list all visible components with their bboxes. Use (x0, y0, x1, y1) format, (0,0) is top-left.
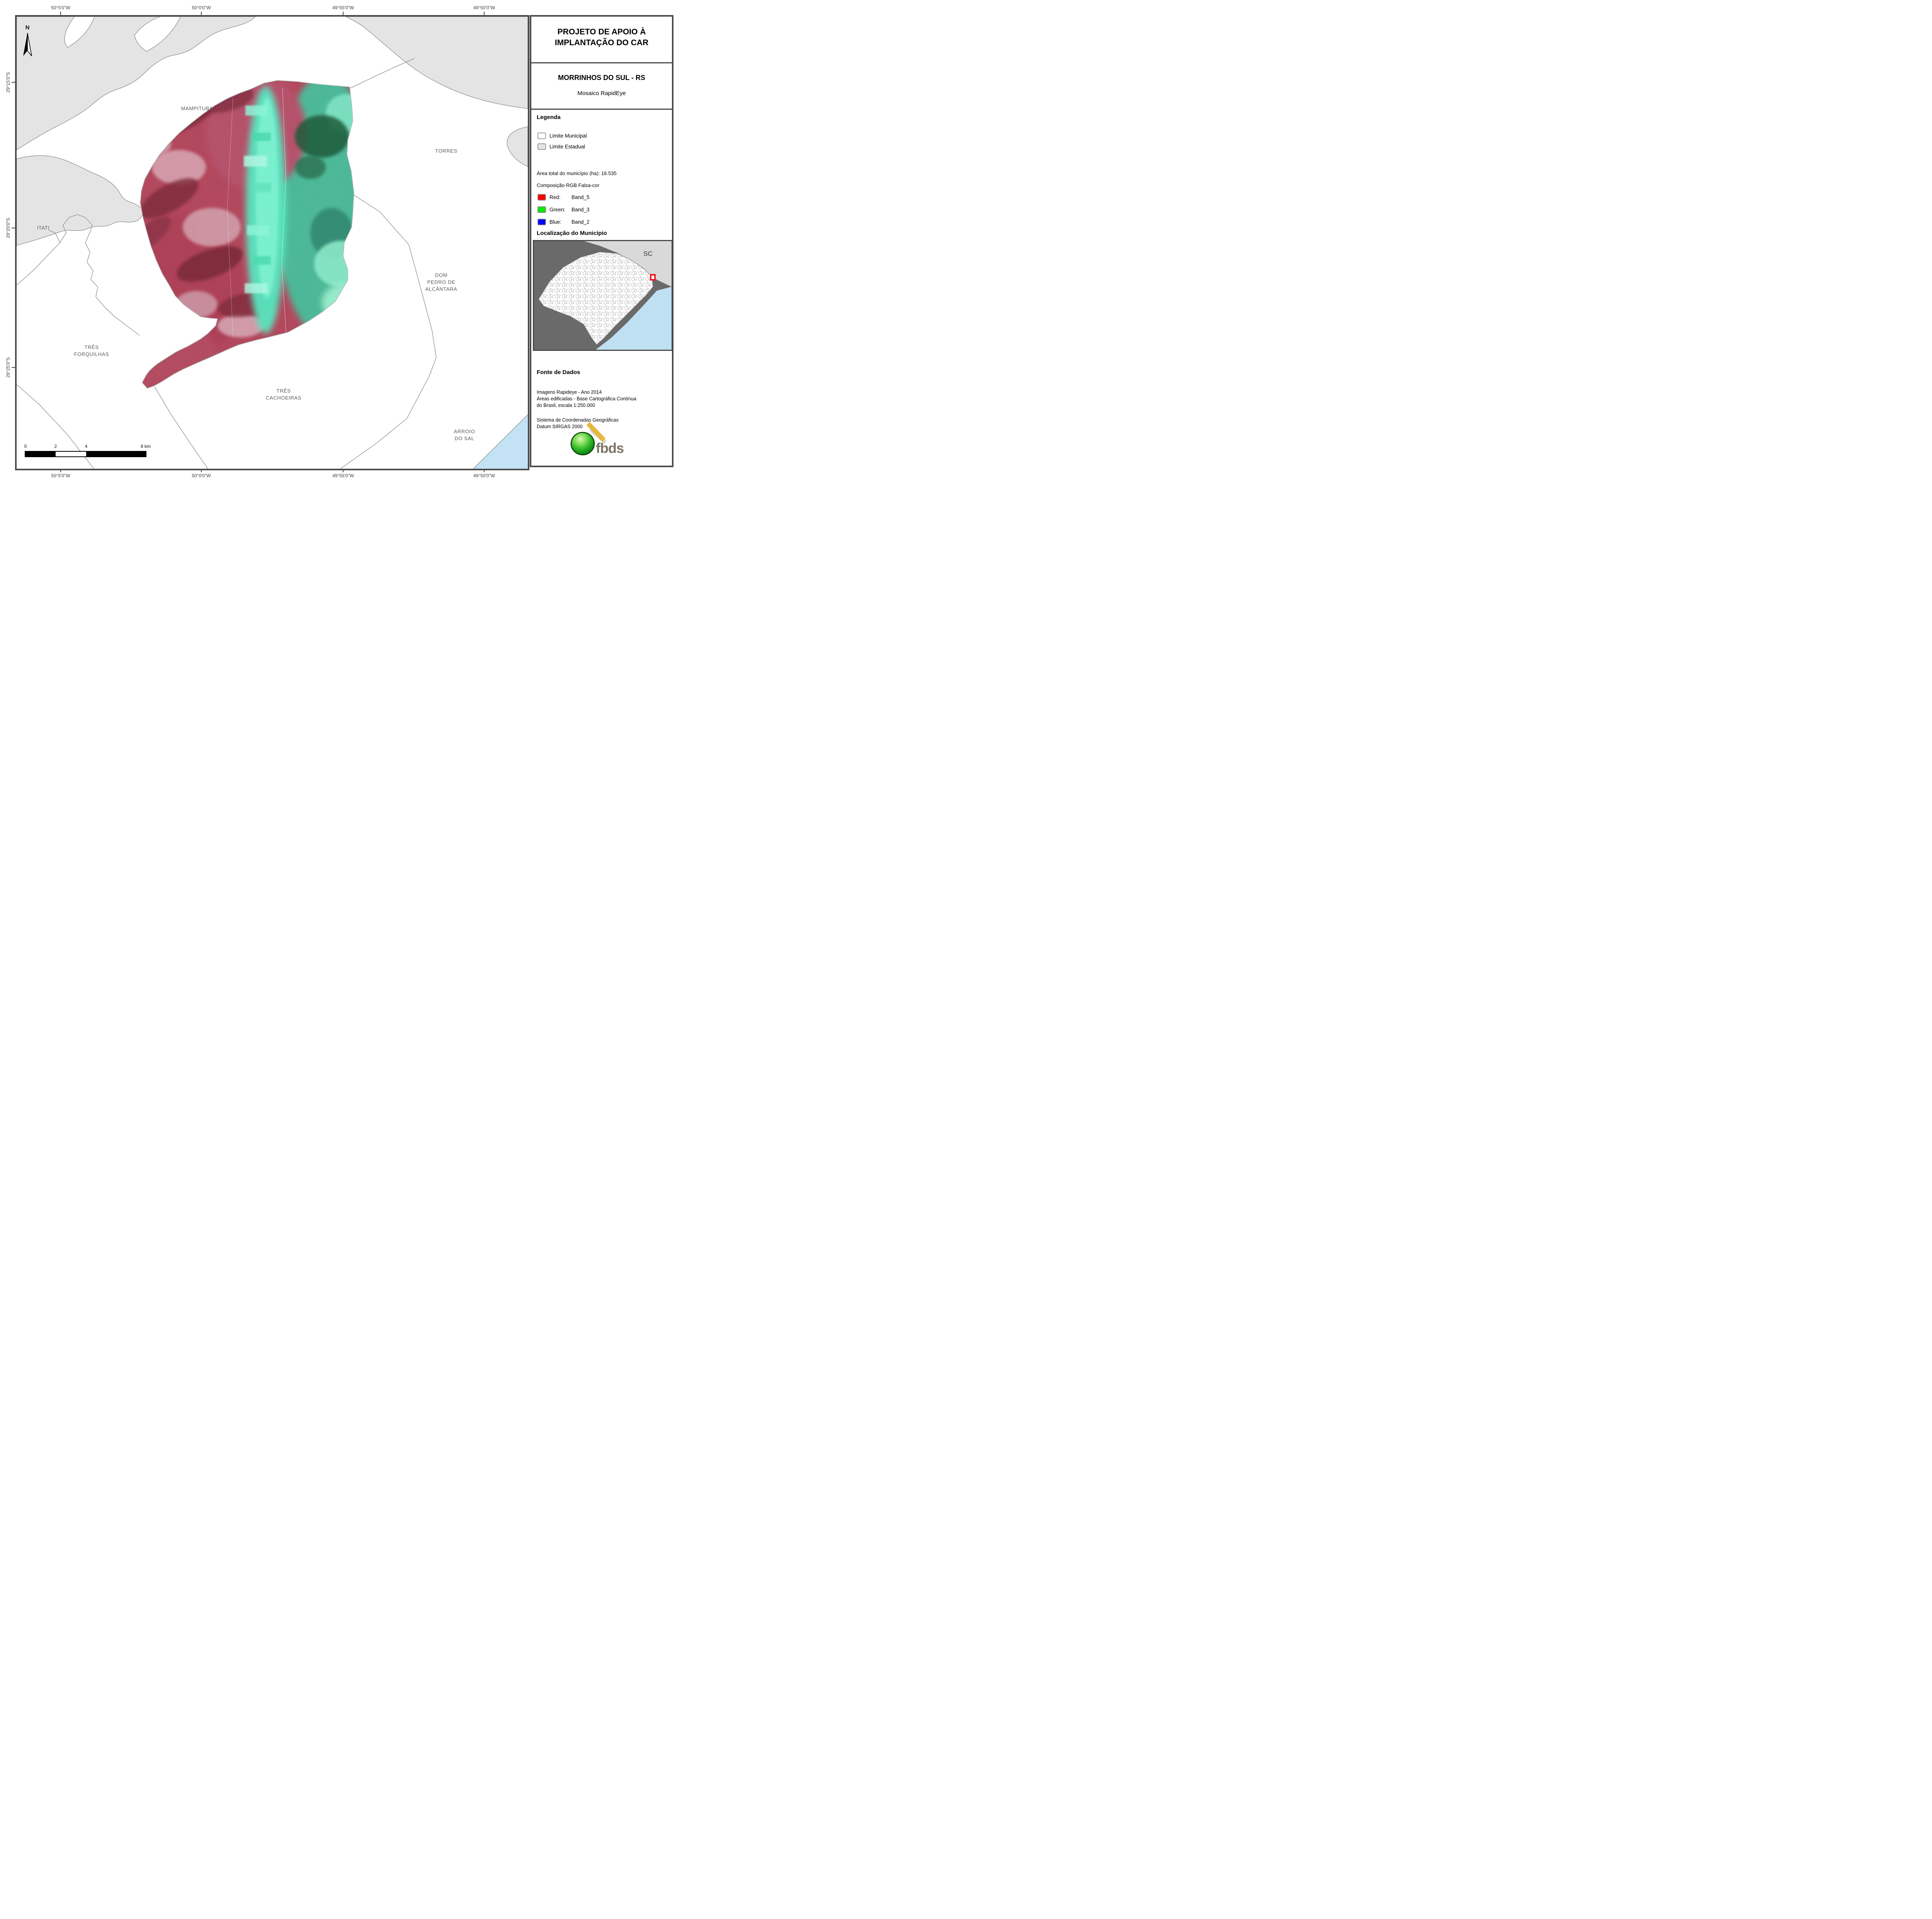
municipality-marker (650, 274, 656, 281)
location-heading: Localização do Município (537, 230, 607, 236)
place-label-torres: TORRES (435, 148, 457, 154)
rgb-row-blue: Blue: Band_2 (537, 219, 590, 225)
tick (343, 469, 344, 472)
tick (343, 12, 344, 15)
inset-ocean (596, 287, 672, 350)
logo-globe (570, 432, 595, 456)
graticule-label-bottom: 49°50'0"W (473, 473, 495, 478)
legend-swatch-municipal (537, 133, 546, 139)
fbds-logo: fbds (570, 422, 624, 456)
rgb-band: Band_5 (571, 194, 590, 200)
source-lines: Imagens Rapideye - Ano 2014 Áreas edific… (537, 390, 636, 408)
scale-label: 2 (54, 444, 57, 449)
map-document: 50°5'0"W 50°0'0"W 49°55'0"W 49°50'0"W 29… (0, 0, 678, 480)
graticule-label-left: 29°25'0"S (5, 357, 11, 378)
legend-swatch-estadual (537, 143, 546, 150)
tick (201, 12, 202, 15)
tick (12, 82, 15, 83)
tick (201, 469, 202, 472)
graticule-label-left: 29°20'0"S (5, 218, 11, 238)
blue-band-swatch (537, 219, 546, 225)
graticule-label-top: 50°0'0"W (192, 5, 211, 10)
map-canvas: N (15, 15, 529, 470)
graticule-label-bottom: 49°55'0"W (332, 473, 354, 478)
rgb-band: Band_3 (571, 207, 590, 213)
scale-bar-graphic (25, 451, 146, 457)
composition-heading: Composição RGB Falsa-cor (537, 182, 599, 188)
place-label-mampituba: MAMPITUBA (181, 105, 213, 111)
place-label-dom-pedro: DOM PEDRO DE ALCÂNTARA (425, 272, 457, 293)
ocean (473, 414, 528, 469)
state-limit-polygons (17, 17, 528, 246)
north-arrow-icon: N (23, 24, 32, 56)
map-graphics: N (17, 17, 528, 469)
crs-lines: Sistema de Coordenadas Geográficas Datum… (537, 417, 619, 429)
municipality-name: MORRINHOS DO SUL - RS (558, 74, 645, 82)
tick (60, 12, 61, 15)
graticule-label-bottom: 50°0'0"W (192, 473, 211, 478)
legend-item-limite-municipal: Limite Municipal (537, 133, 587, 139)
tick (12, 367, 15, 368)
project-title: PROJETO DE APOIO À IMPLANTAÇÃO DO CAR (554, 27, 649, 48)
graticule-label-top: 49°50'0"W (473, 5, 495, 10)
rs-state-polygon (538, 252, 653, 345)
graticule-label-top: 49°55'0"W (332, 5, 354, 10)
rapideye-mosaic (140, 80, 354, 389)
rgb-row-red: Red: Band_5 (537, 194, 590, 201)
legend-item-limite-estadual: Limite Estadual (537, 143, 585, 150)
locator-graphics: SC (534, 241, 672, 350)
rgb-channel: Green: (549, 207, 566, 213)
scale-label: 0 (24, 444, 27, 449)
tick (484, 469, 485, 472)
place-label-itati: ITATI (37, 225, 50, 231)
rgb-channel: Red: (549, 194, 561, 200)
municipal-boundaries (17, 58, 437, 469)
sc-label: SC (643, 250, 653, 257)
layout-panel: PROJETO DE APOIO À IMPLANTAÇÃO DO CAR MO… (530, 15, 673, 467)
place-label-arroio-do-sal: ARROIO DO SAL (454, 428, 475, 441)
source-heading: Fonte de Dados (537, 369, 580, 376)
divider (531, 62, 672, 63)
logo-text: fbds (596, 440, 624, 456)
logo-stripe (586, 422, 606, 442)
legend-heading: Legenda (537, 114, 561, 121)
tick (484, 12, 485, 15)
legend-item-label: Limite Estadual (549, 144, 585, 150)
place-label-tres-forquilhas: TRÊS FORQUILHAS (74, 344, 109, 357)
product-subtitle: Mosaico RapidEye (577, 90, 626, 97)
north-arrow-label: N (26, 24, 30, 31)
scale-label: 8 km (140, 444, 151, 449)
sc-state-polygon (584, 241, 672, 287)
rgb-channel: Blue: (549, 219, 561, 225)
locator-inset-map: SC (533, 240, 673, 351)
divider (531, 109, 672, 110)
scale-bar: 0 2 4 8 km (24, 444, 151, 458)
graticule-label-bottom: 50°5'0"W (51, 473, 70, 478)
scale-label: 4 (85, 444, 88, 449)
red-band-swatch (537, 194, 546, 201)
rgb-band: Band_2 (571, 219, 590, 225)
green-band-swatch (537, 206, 546, 213)
tick (60, 469, 61, 472)
legend-item-label: Limite Municipal (549, 133, 587, 139)
graticule-label-top: 50°5'0"W (51, 5, 70, 10)
rgb-row-green: Green: Band_3 (537, 206, 590, 213)
area-total-text: Área total do município (ha): 16.535 (537, 170, 617, 176)
graticule-label-left: 29°15'0"S (5, 72, 11, 93)
place-label-tres-cachoeiras: TRÊS CACHOEIRAS (266, 388, 301, 401)
